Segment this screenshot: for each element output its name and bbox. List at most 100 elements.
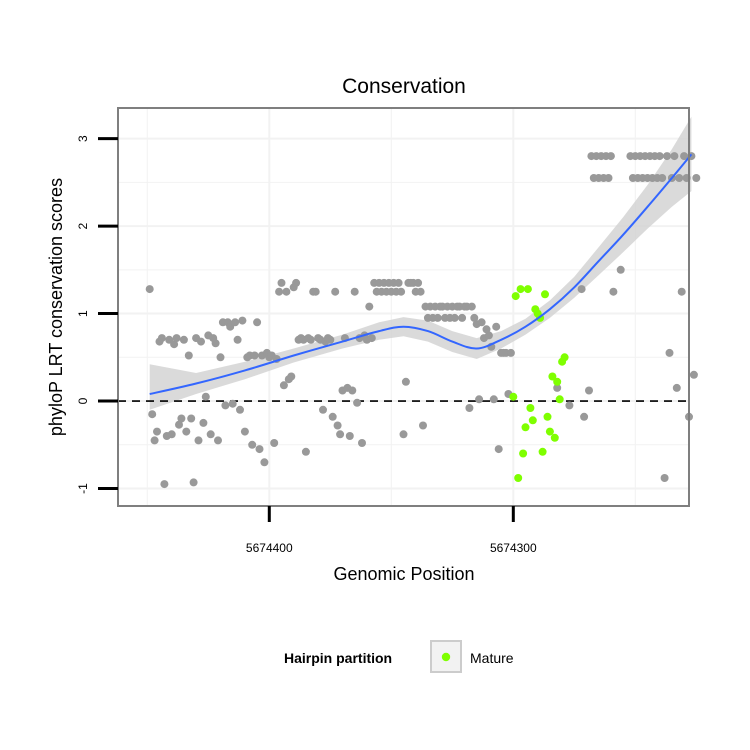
- data-point: [658, 174, 667, 182]
- data-point: [414, 278, 423, 287]
- mature-data-point: [538, 447, 547, 456]
- data-point: [677, 287, 686, 296]
- data-point: [197, 337, 205, 346]
- data-point: [348, 386, 357, 395]
- mature-data-point: [560, 353, 569, 362]
- data-point: [182, 427, 191, 436]
- chart-title: Conservation: [342, 75, 466, 98]
- x-axis: 5674400 5674300: [246, 506, 537, 555]
- data-point: [494, 445, 503, 454]
- mature-data-point: [509, 392, 518, 401]
- data-point: [253, 318, 262, 327]
- data-point: [353, 398, 362, 407]
- data-point: [248, 440, 257, 449]
- y-axis-title: phyloP LRT conservation scores: [46, 178, 66, 436]
- legend-label-mature: Mature: [470, 650, 514, 666]
- plot-panel-border: [117, 107, 690, 507]
- data-point: [492, 322, 501, 331]
- data-point: [255, 445, 264, 454]
- legend: Hairpin partition Mature: [284, 640, 514, 673]
- data-point: [189, 478, 198, 487]
- data-point: [175, 420, 183, 429]
- data-point: [236, 405, 244, 414]
- mature-data-point: [550, 433, 559, 442]
- data-point: [577, 285, 586, 294]
- data-point: [394, 278, 403, 287]
- data-point: [350, 287, 359, 296]
- data-point: [680, 152, 689, 161]
- mature-data-point: [521, 423, 530, 432]
- data-point: [260, 458, 269, 467]
- x-tick-label: 5674400: [246, 541, 293, 555]
- data-point: [553, 383, 562, 392]
- x-axis-title: Genomic Position: [333, 564, 474, 584]
- y-axis: -1 0 1 2 3: [76, 135, 118, 494]
- data-point: [336, 430, 345, 439]
- data-point: [177, 414, 186, 423]
- data-point: [145, 285, 154, 294]
- data-point: [401, 377, 410, 386]
- data-point: [580, 412, 589, 421]
- data-point: [301, 447, 310, 456]
- data-point: [475, 395, 484, 404]
- data-point: [214, 436, 222, 445]
- data-point: [150, 436, 159, 445]
- data-point: [450, 313, 459, 322]
- legend-mature-swatch: [441, 652, 451, 662]
- data-point: [467, 302, 476, 311]
- data-point: [433, 313, 442, 322]
- data-point: [345, 432, 354, 440]
- data-point: [319, 405, 327, 414]
- data-point: [279, 381, 288, 390]
- data-point: [692, 174, 701, 182]
- data-point: [689, 370, 698, 379]
- mature-data-point: [548, 372, 557, 381]
- data-point: [333, 421, 342, 430]
- mature-data-point: [526, 404, 535, 412]
- data-point: [221, 401, 230, 410]
- mature-data-point: [514, 474, 523, 482]
- data-point: [606, 152, 615, 161]
- data-point: [292, 278, 301, 287]
- data-point: [465, 404, 474, 412]
- data-point: [233, 335, 242, 344]
- data-point: [655, 152, 664, 161]
- data-point: [397, 287, 406, 296]
- data-point: [306, 335, 315, 344]
- mature-data-point: [523, 285, 532, 294]
- mature-data-point: [541, 290, 549, 299]
- y-tick-label: 1: [76, 310, 90, 317]
- data-point: [604, 174, 613, 182]
- data-point: [672, 383, 681, 392]
- data-point: [665, 348, 674, 357]
- data-point: [616, 265, 625, 274]
- data-point: [160, 480, 169, 489]
- y-tick-label: 3: [76, 135, 90, 142]
- data-point: [153, 427, 161, 436]
- confidence-ribbon: [149, 116, 692, 410]
- data-point: [199, 418, 208, 427]
- data-point: [367, 334, 376, 343]
- data-point: [275, 287, 284, 296]
- data-point: [148, 410, 157, 419]
- data-point: [287, 372, 296, 381]
- data-point: [201, 392, 210, 401]
- data-point: [365, 302, 374, 311]
- data-point: [187, 414, 196, 423]
- data-point: [470, 313, 479, 322]
- data-point: [157, 334, 166, 343]
- data-point: [311, 287, 320, 296]
- data-point: [477, 318, 486, 327]
- data-point: [270, 439, 279, 447]
- data-point: [565, 401, 574, 410]
- data-point: [282, 287, 291, 296]
- data-point: [240, 427, 249, 436]
- data-point: [675, 174, 684, 182]
- mature-data-point: [519, 449, 528, 458]
- data-point: [326, 335, 335, 344]
- data-point: [358, 439, 366, 447]
- legend-title: Hairpin partition: [284, 650, 392, 666]
- data-point: [167, 430, 176, 439]
- mature-data-point: [553, 377, 562, 386]
- data-point: [250, 351, 259, 360]
